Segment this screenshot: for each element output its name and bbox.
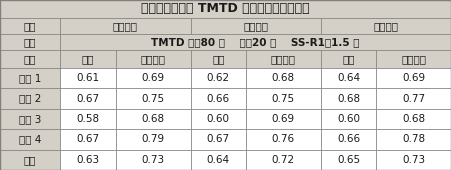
Bar — [0, 88, 60, 109]
Text: 0.63: 0.63 — [77, 155, 100, 165]
Text: 频强: 频强 — [82, 54, 94, 64]
Bar — [0, 109, 60, 129]
Bar — [321, 129, 376, 150]
Bar — [116, 129, 190, 150]
Text: 生产当日: 生产当日 — [113, 21, 138, 31]
Bar — [116, 68, 190, 88]
Bar — [246, 68, 321, 88]
Bar — [246, 129, 321, 150]
Text: 物质: 物质 — [24, 37, 37, 47]
Bar — [0, 34, 60, 50]
Bar — [190, 50, 246, 68]
Bar — [0, 129, 60, 150]
Bar — [60, 109, 116, 129]
Bar — [60, 50, 116, 68]
Bar — [60, 34, 451, 50]
Bar — [321, 109, 376, 129]
Text: 0.76: 0.76 — [272, 134, 295, 144]
Bar — [246, 50, 321, 68]
Text: 0.61: 0.61 — [77, 73, 100, 83]
Text: 0.64: 0.64 — [337, 73, 360, 83]
Text: 样品 2: 样品 2 — [19, 94, 41, 104]
Bar — [190, 150, 246, 170]
Bar — [60, 18, 190, 34]
Text: 频强: 频强 — [342, 54, 355, 64]
Text: 0.67: 0.67 — [77, 94, 100, 104]
Bar — [0, 18, 60, 34]
Text: 橡胶硫化促进剂 TMTD 粒颗粒强度试验分析: 橡胶硫化促进剂 TMTD 粒颗粒强度试验分析 — [141, 2, 310, 15]
Text: 0.64: 0.64 — [207, 155, 230, 165]
Text: 0.72: 0.72 — [272, 155, 295, 165]
Text: 0.62: 0.62 — [207, 73, 230, 83]
Bar — [60, 150, 116, 170]
Text: 一个月后: 一个月后 — [243, 21, 268, 31]
Text: 0.68: 0.68 — [272, 73, 295, 83]
Bar — [116, 88, 190, 109]
Text: 最大频强: 最大频强 — [271, 54, 296, 64]
Bar — [190, 129, 246, 150]
Bar — [376, 129, 451, 150]
Text: 0.68: 0.68 — [337, 94, 360, 104]
Text: 样品 3: 样品 3 — [19, 114, 41, 124]
Text: 0.58: 0.58 — [77, 114, 100, 124]
Text: 0.79: 0.79 — [142, 134, 165, 144]
Text: 0.67: 0.67 — [77, 134, 100, 144]
Text: 0.78: 0.78 — [402, 134, 425, 144]
Bar — [376, 109, 451, 129]
Text: 编号: 编号 — [24, 54, 37, 64]
Text: 样品 4: 样品 4 — [19, 134, 41, 144]
Text: 0.75: 0.75 — [272, 94, 295, 104]
Bar — [60, 68, 116, 88]
Text: 二个月后: 二个月后 — [373, 21, 398, 31]
Bar — [190, 109, 246, 129]
Text: 平均: 平均 — [24, 155, 37, 165]
Bar — [321, 88, 376, 109]
Text: 0.65: 0.65 — [337, 155, 360, 165]
Text: 0.68: 0.68 — [142, 114, 165, 124]
Text: 日期: 日期 — [24, 21, 37, 31]
Text: 0.75: 0.75 — [142, 94, 165, 104]
Bar — [0, 0, 451, 18]
Bar — [321, 68, 376, 88]
Bar — [321, 150, 376, 170]
Bar — [246, 88, 321, 109]
Text: 0.69: 0.69 — [272, 114, 295, 124]
Text: 0.73: 0.73 — [402, 155, 425, 165]
Text: 0.68: 0.68 — [402, 114, 425, 124]
Text: 最大频强: 最大频强 — [141, 54, 166, 64]
Text: 频强: 频强 — [212, 54, 225, 64]
Text: 0.73: 0.73 — [142, 155, 165, 165]
Text: 0.77: 0.77 — [402, 94, 425, 104]
Bar — [0, 68, 60, 88]
Bar — [0, 150, 60, 170]
Bar — [376, 68, 451, 88]
Text: 0.66: 0.66 — [337, 134, 360, 144]
Bar — [376, 88, 451, 109]
Bar — [60, 88, 116, 109]
Bar — [246, 150, 321, 170]
Bar — [60, 129, 116, 150]
Bar — [321, 50, 376, 68]
Bar — [190, 68, 246, 88]
Bar — [376, 150, 451, 170]
Bar — [0, 50, 60, 68]
Bar — [116, 109, 190, 129]
Bar — [116, 50, 190, 68]
Text: 样品 1: 样品 1 — [19, 73, 41, 83]
Text: 0.60: 0.60 — [207, 114, 230, 124]
Text: 0.60: 0.60 — [337, 114, 360, 124]
Text: 0.69: 0.69 — [142, 73, 165, 83]
Bar — [246, 109, 321, 129]
Text: 0.66: 0.66 — [207, 94, 230, 104]
Text: 0.67: 0.67 — [207, 134, 230, 144]
Bar — [116, 150, 190, 170]
Text: TMTD 粉：80 份    水：20 份    SS-R1：1.5 份: TMTD 粉：80 份 水：20 份 SS-R1：1.5 份 — [152, 37, 360, 47]
Bar — [190, 88, 246, 109]
Bar — [190, 18, 321, 34]
Bar — [376, 50, 451, 68]
Text: 0.69: 0.69 — [402, 73, 425, 83]
Bar — [321, 18, 451, 34]
Text: 最大频强: 最大频强 — [401, 54, 426, 64]
